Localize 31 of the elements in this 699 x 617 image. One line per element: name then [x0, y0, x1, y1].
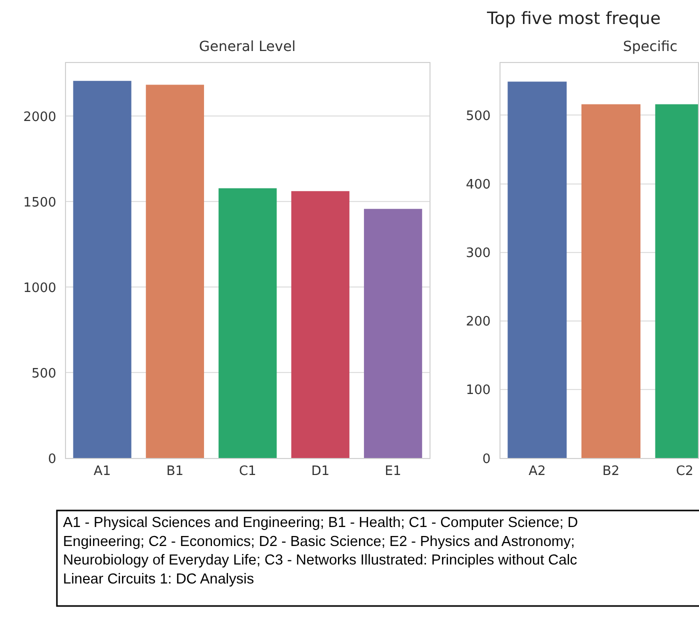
text: Engineering; C2 - Economics; D2 - Basic Science; E2 - Physics and Astronomy; [63, 534, 575, 550]
x-tick-label: C1 [238, 464, 256, 479]
bar [218, 188, 277, 458]
y-tick-label: 400 [466, 177, 491, 192]
x-tick-label: C2 [676, 464, 694, 479]
bar [73, 80, 132, 458]
chart-title: General Level [199, 39, 296, 55]
y-tick-label: 500 [466, 108, 491, 124]
bar [291, 191, 350, 458]
text: A1 - Physical Sciences and Engineering; B1 - Health; C1 - Computer Science; D [63, 515, 578, 531]
x-tick-label: B2 [602, 464, 620, 479]
y-tick-label: 1000 [23, 280, 56, 296]
x-tick-label: A1 [94, 464, 111, 479]
x-tick-label: B1 [166, 464, 184, 479]
bar [364, 208, 422, 458]
y-tick-label: 0 [48, 452, 56, 467]
y-tick-label: 300 [466, 246, 491, 261]
y-tick-label: 200 [466, 314, 491, 330]
bar [146, 84, 204, 458]
x-tick-label: D1 [311, 464, 330, 479]
y-tick-label: 2000 [23, 110, 56, 125]
x-tick-label: A2 [528, 464, 546, 479]
text: Neurobiology of Everyday Life; C3 - Networks Illustrated: Principles without Calc [63, 552, 578, 569]
x-tick-label: E1 [384, 464, 402, 479]
y-tick-label: 0 [482, 452, 491, 467]
chart-subtitle: Specific [623, 39, 678, 55]
chart-title: Top five most freque [486, 9, 661, 29]
y-tick-label: 1500 [23, 195, 56, 210]
y-tick-label: 500 [31, 366, 56, 382]
text: Linear Circuits 1: DC Analysis [63, 572, 254, 588]
y-tick-label: 100 [466, 383, 491, 398]
